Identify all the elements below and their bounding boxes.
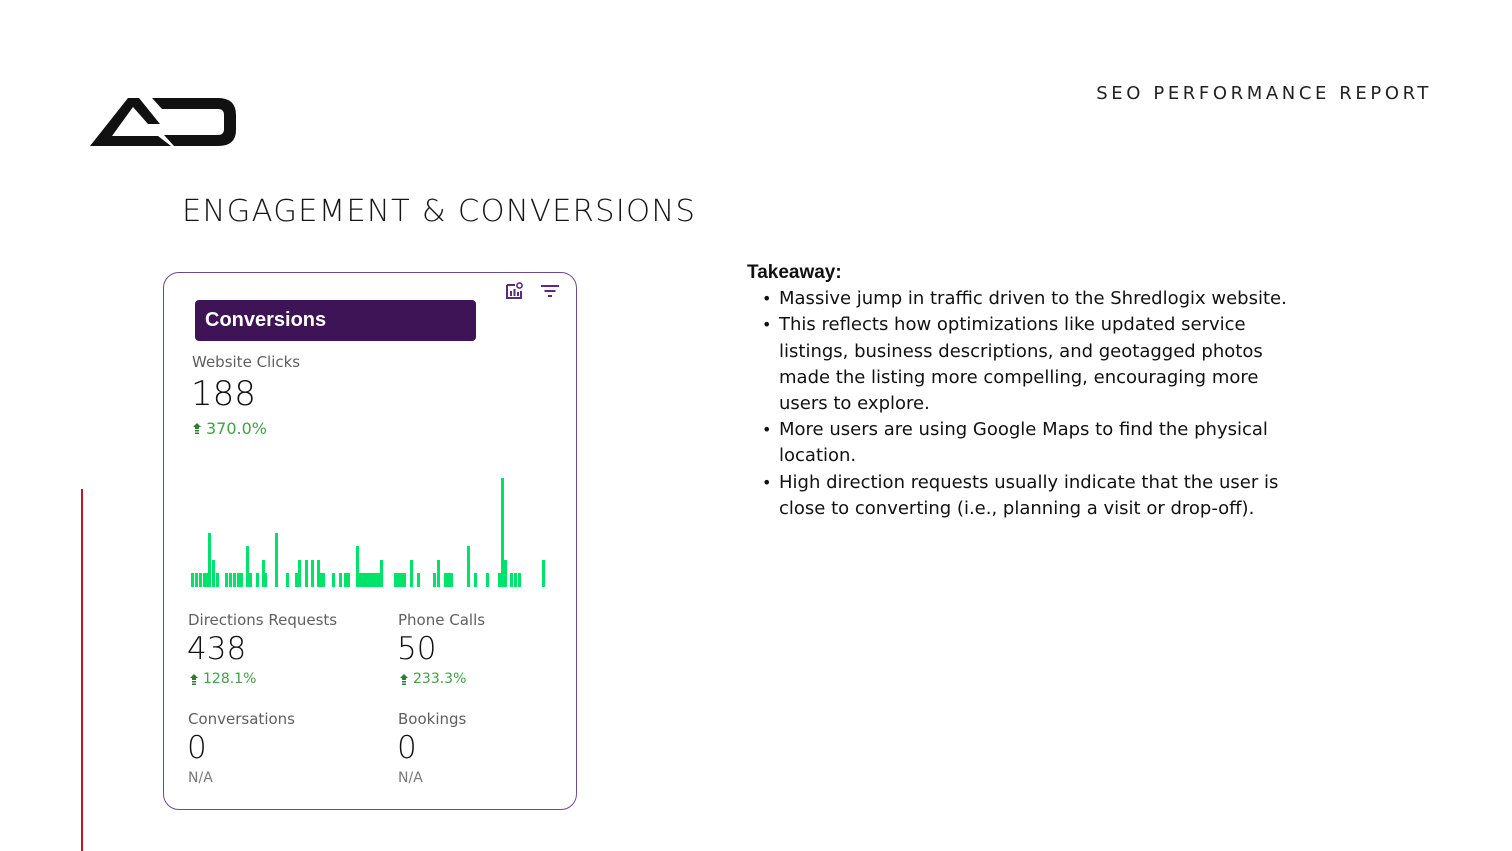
chart-bar (198, 573, 202, 587)
chart-bar (207, 533, 211, 587)
chart-bar (232, 573, 236, 587)
chart-bar (513, 573, 517, 587)
chart-bar (466, 546, 470, 587)
chart-bar (304, 560, 308, 587)
website-clicks-change-text: 370.0% (206, 419, 268, 438)
chart-bar (443, 573, 447, 587)
chart-bar (396, 573, 400, 587)
chart-bar (446, 573, 450, 587)
trend-up-icon (190, 673, 198, 685)
chart-bar (202, 573, 206, 587)
chart-bar (194, 573, 198, 587)
takeaway-bullet: More users are using Google Maps to find… (762, 417, 1307, 469)
chart-bar (190, 573, 194, 587)
phone-calls-change: 233.3% (400, 671, 466, 687)
chart-bar (497, 573, 501, 587)
phone-calls-change-text: 233.3% (413, 671, 467, 687)
trend-up-icon (400, 673, 408, 685)
chart-bar (517, 573, 521, 587)
chart-bar (485, 573, 489, 587)
conversations-value: 0 (187, 730, 207, 766)
directions-requests-change-text: 128.1% (203, 671, 257, 687)
conversions-card: Conversions Website Clicks 188 370.0% Di… (163, 272, 577, 810)
chart-bar (285, 573, 289, 587)
chart-bar (379, 560, 383, 587)
chart-bar (255, 573, 259, 587)
chart-bar (215, 573, 219, 587)
chart-bar (416, 573, 420, 587)
bookings-value: 0 (397, 730, 417, 766)
chart-bar (503, 560, 507, 587)
chart-bar (338, 573, 342, 587)
chart-bar (310, 560, 314, 587)
chart-bar (236, 573, 240, 587)
directions-requests-label: Directions Requests (188, 611, 338, 629)
accent-divider (81, 489, 83, 851)
takeaway-bullet: This reflects how optimizations like upd… (762, 312, 1307, 417)
chart-bar (263, 573, 267, 587)
chart-bar (274, 533, 278, 587)
takeaway-list: Massive jump in traffic driven to the Sh… (747, 286, 1307, 522)
card-title: Conversions (195, 300, 476, 341)
chart-bar (224, 573, 228, 587)
website-clicks-bar-chart (190, 469, 550, 587)
chart-bar (297, 560, 301, 587)
chart-bar (346, 573, 350, 587)
website-clicks-change: 370.0% (193, 419, 267, 438)
section-title: ENGAGEMENT & CONVERSIONS (182, 194, 697, 229)
chart-bar (239, 573, 243, 587)
website-clicks-value: 188 (191, 374, 256, 414)
chart-bar (321, 573, 325, 587)
company-logo (90, 98, 236, 146)
chart-bar (473, 573, 477, 587)
filter-icon[interactable] (540, 283, 560, 299)
chart-bar (294, 573, 298, 587)
chart-bar (402, 573, 406, 587)
chart-bar (436, 560, 440, 587)
chart-bar (343, 573, 347, 587)
chart-bar (331, 573, 335, 587)
chart-bar (211, 560, 215, 587)
chart-bar (399, 573, 403, 587)
conversations-change: N/A (188, 770, 213, 786)
takeaway-heading: Takeaway: (747, 262, 842, 283)
takeaway-section: Takeaway: Massive jump in traffic driven… (747, 260, 1307, 522)
takeaway-bullet: High direction requests usually indicate… (762, 470, 1307, 522)
directions-requests-change: 128.1% (190, 671, 256, 687)
chart-bar (373, 573, 377, 587)
takeaway-bullet: Massive jump in traffic driven to the Sh… (762, 286, 1307, 312)
chart-settings-icon[interactable] (504, 281, 524, 301)
chart-bar (376, 573, 380, 587)
chart-bar (367, 573, 371, 587)
chart-bar (319, 573, 323, 587)
chart-bar (393, 573, 397, 587)
chart-bar (361, 573, 365, 587)
chart-bar (432, 573, 436, 587)
website-clicks-label: Website Clicks (192, 353, 301, 371)
chart-bar (409, 560, 413, 587)
chart-bar (248, 573, 252, 587)
trend-up-icon (193, 423, 201, 434)
bookings-change: N/A (398, 770, 423, 786)
phone-calls-value: 50 (397, 631, 437, 667)
chart-bar (541, 560, 545, 587)
chart-bar (204, 573, 208, 587)
bookings-label: Bookings (398, 710, 467, 728)
chart-bar (355, 546, 359, 587)
chart-bar (509, 573, 513, 587)
card-toolbar (504, 281, 560, 301)
chart-bar (364, 573, 368, 587)
chart-bar (370, 573, 374, 587)
conversations-label: Conversations (188, 710, 295, 728)
directions-requests-value: 438 (187, 631, 247, 667)
chart-bar (316, 560, 320, 587)
chart-bar (449, 573, 453, 587)
chart-bar (500, 478, 504, 587)
chart-bar (261, 560, 265, 587)
phone-calls-label: Phone Calls (398, 611, 486, 629)
chart-bar (245, 546, 249, 587)
report-title: SEO PERFORMANCE REPORT (1096, 83, 1432, 104)
chart-bar (358, 573, 362, 587)
chart-bar (228, 573, 232, 587)
